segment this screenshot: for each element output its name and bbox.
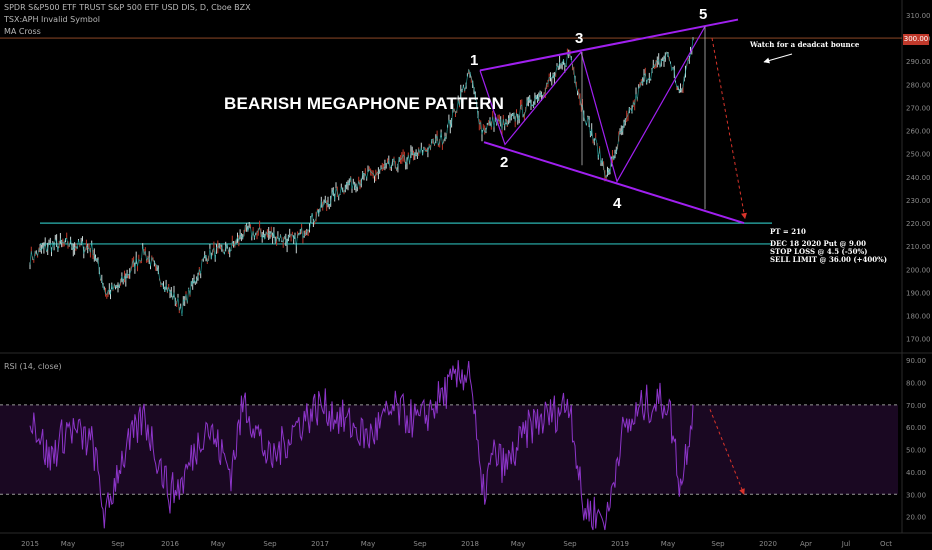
price-tick-label-6: 230.00 <box>906 197 931 205</box>
wave-path <box>479 26 706 184</box>
price-tick-label-0: 170.00 <box>906 336 931 344</box>
time-tick-label-0: 2015 <box>21 540 39 548</box>
trade-note-2: STOP LOSS @ 4.5 (-50%) <box>770 247 868 256</box>
price-tick-label-2: 190.00 <box>906 289 931 297</box>
pattern-title: BEARISH MEGAPHONE PATTERN <box>224 94 505 113</box>
price-tick-label-11: 280.00 <box>906 81 931 89</box>
wave-label-4: 4 <box>613 195 622 212</box>
price-target-note: PT = 210 <box>770 227 806 236</box>
wave-label-3: 3 <box>575 30 584 47</box>
rsi-band-fill <box>0 404 898 495</box>
price-tick-label-4: 210.00 <box>906 243 931 251</box>
time-tick-label-12: 2019 <box>611 540 629 548</box>
price-series-line <box>29 38 694 316</box>
price-tag: 300.00 <box>903 34 929 45</box>
time-tick-label-1: May <box>61 540 75 548</box>
time-tick-label-7: May <box>361 540 375 548</box>
megaphone-pattern <box>479 18 793 495</box>
price-tick-label-12: 290.00 <box>906 58 931 66</box>
chart-title[interactable]: SPDR S&P500 ETF TRUST S&P 500 ETF USD DI… <box>4 3 251 12</box>
price-plot <box>29 37 694 316</box>
time-tick-label-5: Sep <box>263 540 277 548</box>
price-tick-label-7: 240.00 <box>906 174 931 182</box>
time-tick-label-14: Sep <box>711 540 725 548</box>
rsi-tick-label-5: 70.00 <box>906 402 926 410</box>
trade-note-3: SELL LIMIT @ 36.00 (+400%) <box>770 255 888 264</box>
rsi-tick-label-0: 20.00 <box>906 514 926 522</box>
price-tick-label-5: 220.00 <box>906 220 931 228</box>
price-tick-label-8: 250.00 <box>906 151 931 159</box>
deadcat-note: Watch for a deadcat bounce <box>750 40 860 49</box>
price-levels <box>0 37 902 245</box>
rsi-tick-label-1: 30.00 <box>906 491 926 499</box>
time-tick-label-3: 2016 <box>161 540 179 548</box>
rsi-tick-label-2: 40.00 <box>906 469 926 477</box>
price-tick-label-10: 270.00 <box>906 104 931 112</box>
rsi-series-line <box>29 360 694 531</box>
rsi-plot <box>29 360 694 531</box>
time-tick-label-16: Apr <box>800 540 812 548</box>
rsi-tick-label-7: 90.00 <box>906 357 926 365</box>
indicator-invalid-symbol[interactable]: TSX:APH Invalid Symbol <box>4 15 100 24</box>
time-tick-label-4: May <box>211 540 225 548</box>
wave-label-1: 1 <box>470 52 479 69</box>
wave-label-2: 2 <box>500 154 509 171</box>
indicator-ma-cross[interactable]: MA Cross <box>4 27 41 36</box>
price-tick-label-3: 200.00 <box>906 266 931 274</box>
time-tick-label-17: Jul <box>841 540 851 548</box>
time-tick-label-11: Sep <box>563 540 577 548</box>
time-tick-label-18: Oct <box>880 540 892 548</box>
rsi-tick-label-6: 80.00 <box>906 380 926 388</box>
time-tick-label-15: 2020 <box>759 540 777 548</box>
rsi-band <box>0 404 898 495</box>
rsi-label[interactable]: RSI (14, close) <box>4 362 62 371</box>
time-tick-label-9: 2018 <box>461 540 479 548</box>
time-tick-label-13: May <box>661 540 675 548</box>
axes: 170.00180.00190.00200.00210.00220.00230.… <box>21 12 930 548</box>
time-tick-label-8: Sep <box>413 540 427 548</box>
rsi-tick-label-4: 60.00 <box>906 424 926 432</box>
time-tick-label-6: 2017 <box>311 540 329 548</box>
deadcat-arrow <box>763 53 793 64</box>
price-tick-label-1: 180.00 <box>906 313 931 321</box>
wave-label-5: 5 <box>699 6 708 23</box>
price-tick-label-14: 310.00 <box>906 12 931 20</box>
megaphone-upper-line <box>479 18 739 72</box>
trade-note-1: DEC 18 2020 Put @ 9.00 <box>770 239 867 248</box>
grid <box>0 0 932 534</box>
rsi-tick-label-3: 50.00 <box>906 447 926 455</box>
time-tick-label-10: May <box>511 540 525 548</box>
time-tick-label-2: Sep <box>111 540 125 548</box>
price-projection-arrow <box>711 37 747 220</box>
megaphone-lower-line <box>483 141 745 225</box>
price-tick-label-9: 260.00 <box>906 128 931 136</box>
